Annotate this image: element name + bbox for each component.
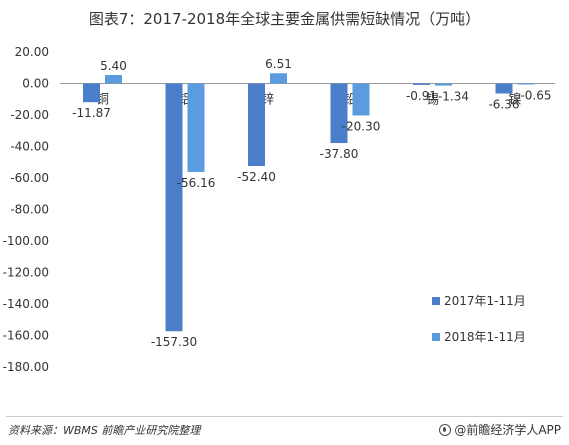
y-tick-label: 0.00 (22, 77, 49, 91)
brand-text: @前瞻经济学人APP (454, 423, 561, 437)
bar-2018 (435, 83, 452, 86)
data-label-2017: -37.80 (320, 147, 359, 161)
data-label-2017: -6.36 (488, 98, 519, 112)
y-tick-label: -100.00 (3, 234, 49, 248)
bar-2017 (330, 83, 348, 144)
y-tick-label: -80.00 (10, 203, 49, 217)
bar-2017 (165, 83, 183, 332)
y-tick-label: -60.00 (10, 171, 49, 185)
data-label-2017: -157.30 (151, 335, 197, 349)
brand-logo-icon (439, 423, 452, 436)
y-tick-label: 20.00 (15, 45, 49, 59)
bar-2018 (352, 83, 370, 116)
legend-swatch-2017 (432, 297, 440, 305)
bar-2018 (187, 83, 205, 172)
source-text: 资料来源：WBMS 前瞻产业研究院整理 (8, 424, 201, 437)
x-tick-label: 镍 (508, 93, 521, 108)
bar-2018 (270, 73, 287, 84)
data-label-2018: -56.16 (177, 176, 216, 190)
y-tick-label: -120.00 (3, 266, 49, 280)
brand: @前瞻经济学人APP (439, 421, 561, 438)
y-tick-label: -160.00 (3, 329, 49, 343)
chart-title: 图表7：2017-2018年全球主要金属供需短缺情况（万吨） (88, 10, 481, 28)
data-label-2018: -1.34 (438, 90, 469, 104)
data-label-2018: -20.30 (342, 119, 381, 133)
footer-divider (6, 416, 563, 417)
y-tick-label: -180.00 (3, 360, 49, 374)
bar-2017 (248, 83, 265, 167)
data-label-2018: 5.40 (100, 59, 127, 73)
legend-label-2017: 2017年1-11月 (444, 294, 526, 308)
bar-2018 (517, 83, 535, 85)
y-tick-label: -40.00 (10, 140, 49, 154)
bar-2017 (83, 83, 100, 103)
data-label-2017: -52.40 (237, 170, 276, 184)
data-label-2018: -0.65 (520, 89, 551, 103)
bar-2017 (495, 83, 513, 94)
legend-swatch-2018 (432, 333, 440, 341)
x-tick-label: 锡 (426, 93, 439, 108)
bar-2017 (413, 83, 430, 85)
legend-label-2018: 2018年1-11月 (444, 330, 526, 344)
bar-2018 (105, 74, 122, 84)
data-label-2017: -11.87 (72, 106, 111, 120)
data-label-2018: 6.51 (265, 57, 292, 71)
data-label-2017: -0.91 (406, 89, 437, 103)
y-tick-label: -20.00 (10, 108, 49, 122)
y-tick-label: -140.00 (3, 297, 49, 311)
